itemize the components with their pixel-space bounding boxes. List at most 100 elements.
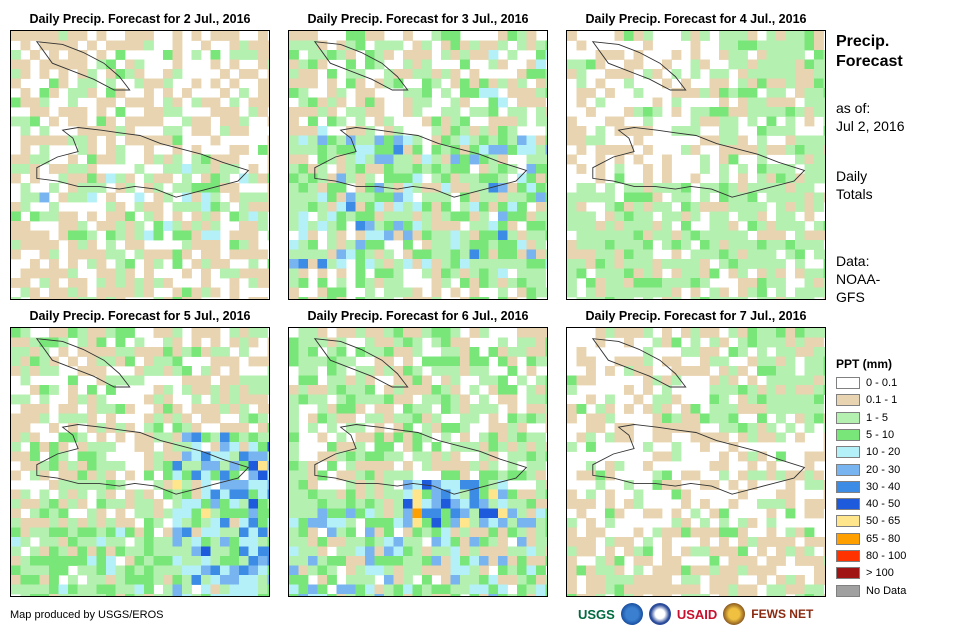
precip-cell xyxy=(220,556,230,566)
precip-cell xyxy=(308,347,318,357)
precip-cell xyxy=(374,489,385,500)
precip-cell xyxy=(210,97,221,108)
precip-cell xyxy=(289,59,299,70)
precip-cell xyxy=(68,278,78,288)
precip-cell xyxy=(517,135,527,146)
precip-cell xyxy=(652,259,663,269)
precip-cell xyxy=(403,337,413,348)
precip-cell xyxy=(125,221,135,231)
precip-cell xyxy=(201,489,211,500)
precip-cell xyxy=(823,50,825,60)
precip-cell xyxy=(450,268,461,279)
precip-cell xyxy=(605,470,615,481)
precip-cell xyxy=(545,508,547,519)
precip-cell xyxy=(182,461,192,471)
precip-cell xyxy=(365,135,375,146)
precip-cell xyxy=(39,442,50,452)
precip-cell xyxy=(11,347,21,357)
precip-cell xyxy=(719,413,729,424)
precip-cell xyxy=(785,221,796,231)
precip-cell xyxy=(823,297,825,299)
precip-cell xyxy=(384,268,394,279)
precip-cell xyxy=(144,356,154,367)
precip-cell xyxy=(488,413,499,424)
precip-cell xyxy=(498,594,508,596)
precip-cell xyxy=(355,480,366,490)
precip-cell xyxy=(210,527,221,538)
precip-cell xyxy=(450,527,461,538)
precip-cell xyxy=(289,69,299,79)
precip-cell xyxy=(643,69,653,79)
precip-cell xyxy=(595,240,606,250)
precip-cell xyxy=(77,480,88,490)
precip-cell xyxy=(393,499,404,509)
precip-cell xyxy=(87,230,97,241)
precip-cell xyxy=(49,442,59,452)
precip-cell xyxy=(412,489,423,500)
precip-cell xyxy=(49,116,59,127)
precip-cell xyxy=(738,59,748,70)
precip-cell xyxy=(643,126,653,136)
precip-cell xyxy=(355,489,366,500)
precip-cell xyxy=(469,385,480,395)
precip-cell xyxy=(469,192,480,203)
precip-cell xyxy=(30,211,40,222)
precip-cell xyxy=(239,211,249,222)
precip-cell xyxy=(785,78,796,89)
precip-cell xyxy=(450,575,461,585)
coastline-cuba xyxy=(591,338,687,388)
precip-cell xyxy=(441,173,451,184)
precip-cell xyxy=(11,202,21,212)
precip-cell xyxy=(412,537,423,547)
precip-cell xyxy=(336,173,347,184)
precip-cell xyxy=(248,297,259,299)
precip-cell xyxy=(298,40,309,51)
precip-cell xyxy=(374,164,385,174)
precip-cell xyxy=(526,442,537,452)
precip-cell xyxy=(776,230,786,241)
precip-cell xyxy=(77,461,88,471)
precip-cell xyxy=(308,116,318,127)
precip-cell xyxy=(431,278,442,288)
precip-cell xyxy=(681,546,691,557)
precip-cell xyxy=(298,394,309,405)
precip-cell xyxy=(536,202,546,212)
precip-cell xyxy=(191,385,202,395)
precip-cell xyxy=(757,268,767,279)
precip-cell xyxy=(355,173,366,184)
precip-cell xyxy=(374,337,385,348)
precip-cell xyxy=(460,211,470,222)
precip-cell xyxy=(517,78,527,89)
precip-cell xyxy=(68,183,78,193)
precip-cell xyxy=(144,278,154,288)
precip-cell xyxy=(681,347,691,357)
precip-cell xyxy=(422,211,432,222)
precip-cell xyxy=(403,594,413,596)
precip-cell xyxy=(239,173,249,184)
precip-cell xyxy=(795,230,805,241)
precip-cell xyxy=(239,518,249,528)
precip-cell xyxy=(163,164,173,174)
precip-cell xyxy=(134,556,145,566)
precip-cell xyxy=(68,192,78,203)
precip-cell xyxy=(153,518,164,528)
precip-cell xyxy=(289,432,299,443)
precip-cell xyxy=(106,594,116,596)
precip-cell xyxy=(624,480,634,490)
map-grid xyxy=(567,31,825,299)
precip-cell xyxy=(87,164,97,174)
precip-cell xyxy=(526,328,537,338)
precip-cell xyxy=(526,518,537,528)
precip-cell xyxy=(115,145,126,155)
precip-cell xyxy=(289,394,299,405)
precip-cell xyxy=(507,499,518,509)
precip-cell xyxy=(182,470,192,481)
precip-cell xyxy=(87,259,97,269)
precip-cell xyxy=(106,126,116,136)
precip-cell xyxy=(498,164,508,174)
precip-cell xyxy=(355,575,366,585)
precip-cell xyxy=(450,164,461,174)
precip-cell xyxy=(776,584,786,595)
precip-cell xyxy=(346,508,356,519)
precip-cell xyxy=(795,575,805,585)
